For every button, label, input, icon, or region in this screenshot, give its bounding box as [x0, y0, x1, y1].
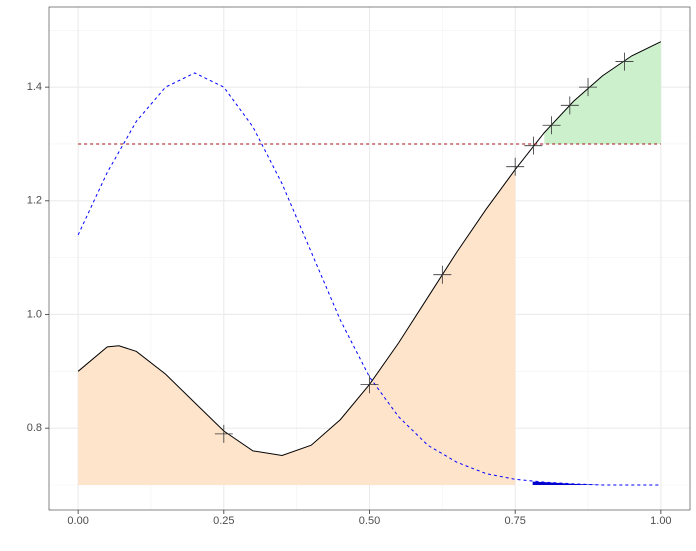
y-tick-label: 0.8: [27, 422, 42, 434]
x-tick-label: 1.00: [650, 515, 671, 527]
point: [524, 136, 543, 155]
y-tick-label: 1.2: [27, 195, 42, 207]
line: [77, 41, 662, 456]
point: [214, 424, 233, 443]
area: [544, 41, 661, 144]
point: [560, 96, 579, 115]
x-tick-label: 0.50: [359, 515, 380, 527]
y-tick-label: 1.4: [27, 81, 42, 93]
point: [360, 375, 379, 394]
x-tick-label: 0.25: [213, 515, 234, 527]
point: [579, 78, 598, 97]
area: [532, 481, 603, 485]
x-tick-label: 0.00: [67, 515, 88, 527]
point: [433, 265, 452, 284]
point: [615, 52, 634, 71]
point: [506, 157, 525, 176]
x-tick-label: 0.75: [504, 515, 525, 527]
y-tick-label: 1.0: [27, 308, 42, 320]
point: [542, 116, 561, 135]
panel-border: [48, 6, 691, 511]
area: [78, 169, 516, 485]
